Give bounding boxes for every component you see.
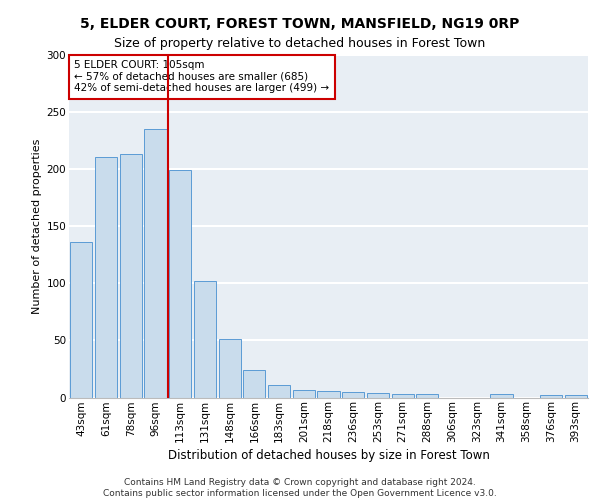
Bar bbox=[243, 370, 265, 398]
Bar bbox=[342, 392, 364, 398]
Bar bbox=[119, 154, 142, 398]
Bar bbox=[293, 390, 315, 398]
Text: 5, ELDER COURT, FOREST TOWN, MANSFIELD, NG19 0RP: 5, ELDER COURT, FOREST TOWN, MANSFIELD, … bbox=[80, 18, 520, 32]
Bar bbox=[268, 385, 290, 398]
Bar bbox=[218, 340, 241, 398]
Bar bbox=[490, 394, 512, 398]
Bar bbox=[70, 242, 92, 398]
Y-axis label: Number of detached properties: Number of detached properties bbox=[32, 138, 43, 314]
Bar bbox=[392, 394, 414, 398]
Bar bbox=[317, 390, 340, 398]
Bar bbox=[145, 129, 167, 398]
Text: 5 ELDER COURT: 105sqm
← 57% of detached houses are smaller (685)
42% of semi-det: 5 ELDER COURT: 105sqm ← 57% of detached … bbox=[74, 60, 329, 94]
Bar bbox=[95, 156, 117, 398]
X-axis label: Distribution of detached houses by size in Forest Town: Distribution of detached houses by size … bbox=[167, 450, 490, 462]
Bar bbox=[416, 394, 439, 398]
Text: Contains HM Land Registry data © Crown copyright and database right 2024.
Contai: Contains HM Land Registry data © Crown c… bbox=[103, 478, 497, 498]
Bar bbox=[169, 170, 191, 398]
Bar bbox=[565, 395, 587, 398]
Bar bbox=[194, 281, 216, 398]
Bar bbox=[367, 393, 389, 398]
Text: Size of property relative to detached houses in Forest Town: Size of property relative to detached ho… bbox=[115, 38, 485, 51]
Bar bbox=[540, 395, 562, 398]
